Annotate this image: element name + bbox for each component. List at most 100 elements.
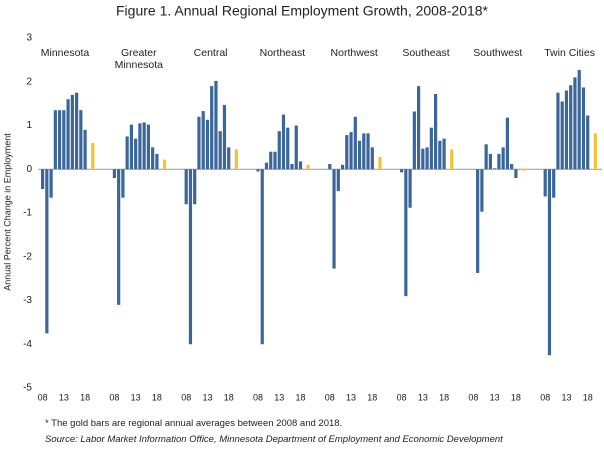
bar [505,117,509,170]
bar [79,110,83,170]
bar [218,131,222,170]
bar [53,110,57,170]
y-tick-label: 2 [26,76,32,87]
bar [340,164,345,170]
bar [227,147,231,170]
bar [362,133,366,170]
bar [134,138,138,170]
bar [298,161,303,170]
x-tick-label: 18 [295,392,305,402]
bar [306,164,310,170]
region-name: Southeast [402,47,450,59]
x-tick-label: 08 [253,392,263,402]
bar [366,133,370,170]
bar [146,124,150,170]
bar [264,162,269,170]
bar [121,169,125,198]
bar [66,99,70,170]
region-name: Greater Minnesota [114,47,164,71]
y-tick-label: 0 [26,164,32,175]
x-tick-label: 18 [367,392,377,402]
bar [408,169,412,208]
y-tick-label: -3 [23,295,32,306]
bar [201,111,205,170]
bar [417,86,421,170]
y-tick-label: -5 [23,383,32,394]
bar [488,153,492,170]
region-name: Twin Cities [544,47,595,59]
bar [294,125,298,170]
bar [370,147,374,170]
y-tick-label: -2 [23,251,32,262]
bar [58,110,62,170]
bar [151,147,155,170]
bar [162,159,167,170]
bar [552,169,556,198]
bar [197,116,201,170]
x-tick-label: 08 [468,392,478,402]
bar [70,94,74,170]
bar [112,169,116,178]
bar [556,92,560,170]
bar [83,129,87,170]
x-tick-label: 13 [59,392,69,402]
x-tick-label: 13 [274,392,284,402]
bar [349,132,353,170]
bar [45,169,49,334]
bar [125,136,129,170]
region-name: Minnesota [40,47,90,59]
bar [129,124,133,170]
bar [328,164,332,170]
x-tick-label: 08 [397,392,407,402]
bar [286,127,290,170]
bar [501,147,505,170]
bar [260,169,264,345]
bar [49,169,53,198]
x-tick-label: 08 [325,392,335,402]
bar [412,111,416,170]
y-tick-label: -4 [23,339,32,350]
bar [438,140,442,170]
bar [573,77,577,170]
bar [353,116,357,170]
bar [400,169,404,173]
chart-title: Figure 1. Annual Regional Employment Gro… [116,3,489,19]
bar [62,110,66,170]
bar [484,144,488,170]
bar [142,122,146,170]
y-tick-label: 3 [26,33,32,44]
x-tick-label: 13 [418,392,428,402]
x-tick-label: 13 [131,392,141,402]
y-axis-label: Annual Percent Change in Employment [2,133,12,291]
bar [193,169,197,205]
region-name: Northwest [330,47,378,59]
bar [357,140,362,170]
bar [480,169,484,212]
bar [75,92,79,170]
y-tick-label: 1 [26,120,32,131]
x-tick-label: 08 [181,392,191,402]
bar [564,90,569,170]
bar [269,151,273,170]
bar [581,87,586,170]
bar [577,69,581,170]
region-name: Southwest [473,47,523,59]
x-tick-label: 08 [109,392,119,402]
bar [155,153,159,170]
bar [277,131,281,170]
bar [336,169,340,192]
x-tick-label: 08 [540,392,550,402]
bar [586,115,590,170]
x-tick-label: 18 [511,392,521,402]
bar [222,104,227,170]
bar [476,169,480,273]
x-tick-label: 18 [152,392,162,402]
bar [429,127,433,170]
bar [521,169,526,171]
bar [138,123,142,170]
bar [117,169,121,305]
bar [214,80,218,170]
x-tick-label: 13 [202,392,212,402]
bar [210,86,214,170]
